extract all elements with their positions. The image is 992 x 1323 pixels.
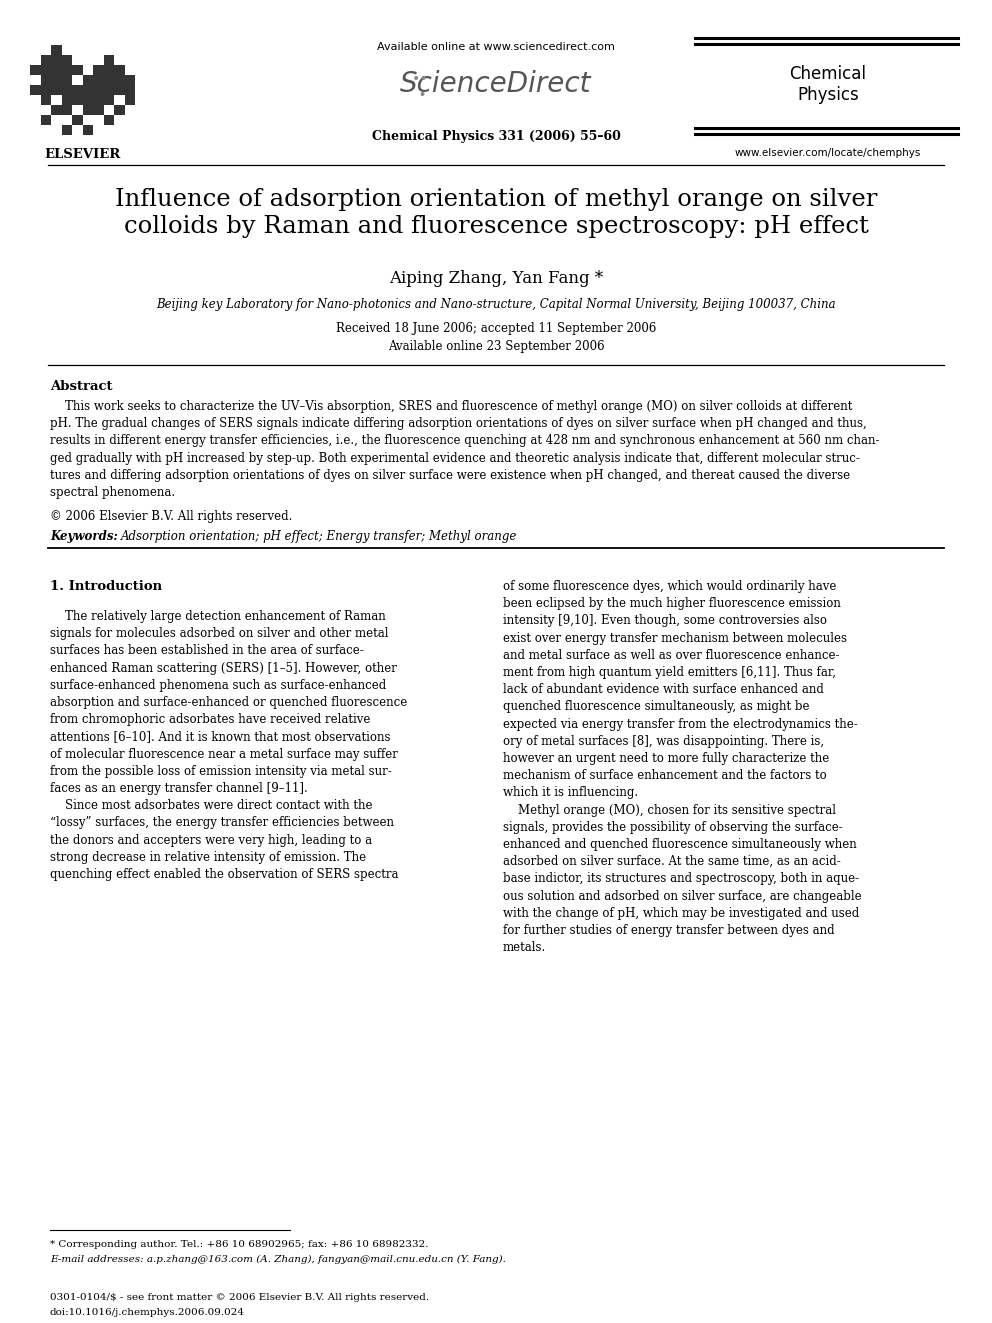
Bar — [82, 75, 93, 85]
Bar — [103, 95, 114, 105]
Bar — [82, 95, 93, 105]
Text: Chemical
Physics: Chemical Physics — [790, 65, 866, 103]
Bar — [30, 65, 41, 75]
Bar — [41, 75, 51, 85]
Bar — [72, 95, 82, 105]
Bar — [103, 75, 114, 85]
Text: ELSEVIER: ELSEVIER — [44, 148, 120, 161]
Bar — [41, 65, 51, 75]
Bar — [93, 105, 103, 115]
Bar — [62, 105, 72, 115]
Text: Keywords:: Keywords: — [50, 531, 118, 542]
Bar — [51, 45, 62, 56]
Text: The relatively large detection enhancement of Raman
signals for molecules adsorb: The relatively large detection enhanceme… — [50, 610, 408, 881]
Text: www.elsevier.com/locate/chemphys: www.elsevier.com/locate/chemphys — [735, 148, 922, 157]
Bar — [62, 56, 72, 65]
Bar — [51, 85, 62, 95]
Bar — [62, 75, 72, 85]
Bar — [103, 115, 114, 124]
Text: doi:10.1016/j.chemphys.2006.09.024: doi:10.1016/j.chemphys.2006.09.024 — [50, 1308, 245, 1316]
Bar — [41, 115, 51, 124]
Bar — [103, 56, 114, 65]
Text: 0301-0104/$ - see front matter © 2006 Elsevier B.V. All rights reserved.: 0301-0104/$ - see front matter © 2006 El… — [50, 1293, 430, 1302]
Bar — [51, 75, 62, 85]
Text: Available online 23 September 2006: Available online 23 September 2006 — [388, 340, 604, 353]
Bar — [82, 85, 93, 95]
Text: E-mail addresses: a.p.zhang@163.com (A. Zhang), fangyan@mail.cnu.edu.cn (Y. Fang: E-mail addresses: a.p.zhang@163.com (A. … — [50, 1256, 506, 1263]
Text: Received 18 June 2006; accepted 11 September 2006: Received 18 June 2006; accepted 11 Septe… — [336, 321, 656, 335]
Text: ScienceDirect: ScienceDirect — [400, 70, 592, 98]
Bar — [72, 115, 82, 124]
Text: Influence of adsorption orientation of methyl orange on silver
colloids by Raman: Influence of adsorption orientation of m… — [115, 188, 877, 238]
Bar — [82, 105, 93, 115]
Bar — [114, 65, 125, 75]
Bar — [41, 95, 51, 105]
Bar — [93, 85, 103, 95]
Bar — [93, 65, 103, 75]
Bar — [62, 65, 72, 75]
Text: ••
 •: •• • — [412, 71, 429, 102]
Bar — [51, 65, 62, 75]
Text: Available online at www.sciencedirect.com: Available online at www.sciencedirect.co… — [377, 42, 615, 52]
Text: Beijing key Laboratory for Nano-photonics and Nano-structure, Capital Normal Uni: Beijing key Laboratory for Nano-photonic… — [156, 298, 836, 311]
Text: Aiping Zhang, Yan Fang *: Aiping Zhang, Yan Fang * — [389, 270, 603, 287]
Bar — [41, 56, 51, 65]
Bar — [125, 85, 135, 95]
Bar — [103, 65, 114, 75]
Bar — [72, 85, 82, 95]
Text: © 2006 Elsevier B.V. All rights reserved.: © 2006 Elsevier B.V. All rights reserved… — [50, 509, 293, 523]
Text: of some fluorescence dyes, which would ordinarily have
been eclipsed by the much: of some fluorescence dyes, which would o… — [503, 579, 862, 954]
Bar — [72, 65, 82, 75]
Text: This work seeks to characterize the UV–Vis absorption, SRES and fluorescence of : This work seeks to characterize the UV–V… — [50, 400, 880, 499]
Text: 1. Introduction: 1. Introduction — [50, 579, 162, 593]
Bar — [62, 85, 72, 95]
Bar — [62, 95, 72, 105]
Bar — [93, 75, 103, 85]
Bar — [103, 85, 114, 95]
Text: Adsorption orientation; pH effect; Energy transfer; Methyl orange: Adsorption orientation; pH effect; Energ… — [121, 531, 518, 542]
Bar — [41, 85, 51, 95]
Bar — [30, 85, 41, 95]
Bar — [93, 95, 103, 105]
Bar — [51, 56, 62, 65]
Bar — [114, 105, 125, 115]
Bar — [62, 124, 72, 135]
Bar — [51, 105, 62, 115]
Text: Chemical Physics 331 (2006) 55–60: Chemical Physics 331 (2006) 55–60 — [372, 130, 620, 143]
Bar — [82, 124, 93, 135]
Bar — [114, 85, 125, 95]
Bar — [125, 95, 135, 105]
Bar — [125, 75, 135, 85]
Text: * Corresponding author. Tel.: +86 10 68902965; fax: +86 10 68982332.: * Corresponding author. Tel.: +86 10 689… — [50, 1240, 429, 1249]
Bar — [114, 75, 125, 85]
Text: Abstract: Abstract — [50, 380, 112, 393]
